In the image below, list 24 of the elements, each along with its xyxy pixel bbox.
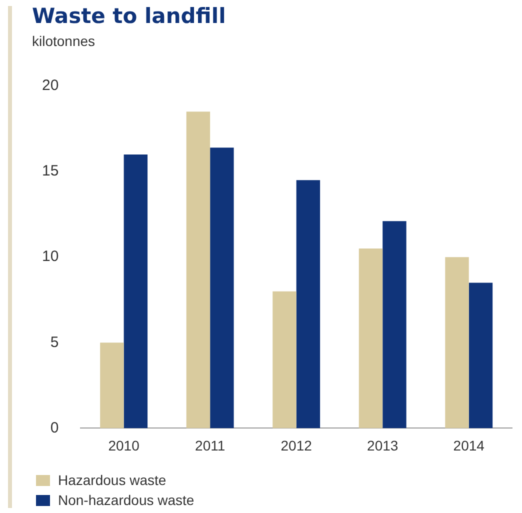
chart-title: Waste to landfill <box>32 4 226 28</box>
y-tick-label: 20 <box>42 77 59 94</box>
bar <box>124 154 148 428</box>
x-tick-label: 2012 <box>280 437 312 454</box>
y-tick-label: 10 <box>42 248 59 266</box>
bar <box>382 221 406 428</box>
y-tick-label: 5 <box>50 334 59 351</box>
bar <box>296 180 320 428</box>
x-tick-label: 2010 <box>108 437 140 454</box>
bar <box>445 257 469 428</box>
y-axis-title: kilotonnes <box>32 33 96 49</box>
legend-label: Non-hazardous waste <box>58 492 194 508</box>
legend-label: Hazardous waste <box>58 472 166 488</box>
bar <box>210 148 234 428</box>
bar <box>100 342 124 428</box>
x-tick-label: 2011 <box>195 437 226 454</box>
bar <box>186 112 210 428</box>
x-tick-label: 2013 <box>367 437 398 454</box>
bar <box>272 291 296 428</box>
y-tick-label: 15 <box>42 162 59 180</box>
bar <box>358 248 383 428</box>
y-tick-label: 0 <box>50 419 59 436</box>
bar <box>468 282 493 428</box>
x-tick-label: 2014 <box>453 437 485 454</box>
